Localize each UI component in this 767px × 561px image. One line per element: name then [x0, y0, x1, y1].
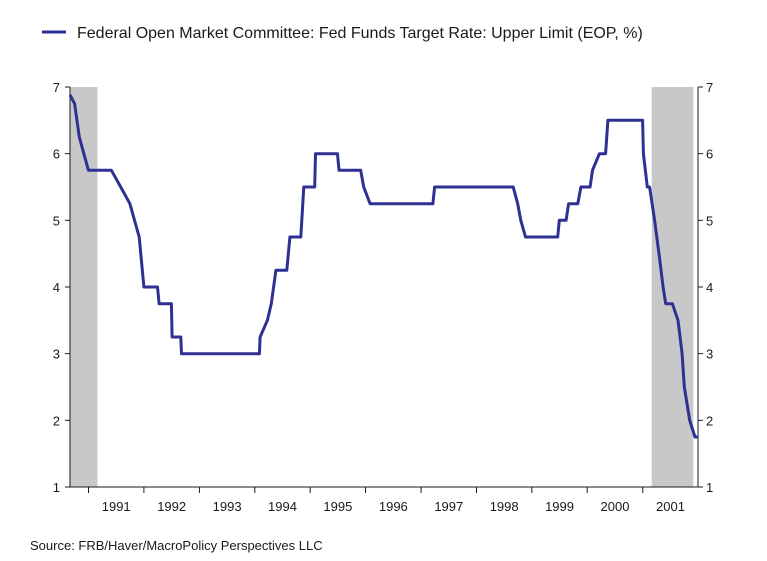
legend: Federal Open Market Committee: Fed Funds… — [42, 25, 643, 42]
x-tick-label: 1996 — [379, 499, 408, 514]
x-tick-label: 1993 — [213, 499, 242, 514]
x-axis: 1991 1992 1993 1994 1995 1996 1997 1998 1999 2000… — [70, 486, 698, 514]
x-tick-label: 1995 — [323, 499, 352, 514]
left-y-tick-label: 1 — [53, 480, 60, 495]
recession-band — [651, 87, 694, 487]
recession-band — [70, 87, 98, 487]
left-y-tick-label: 5 — [53, 213, 60, 228]
x-tick-label: 1992 — [157, 499, 186, 514]
x-tick-label: 2000 — [601, 499, 630, 514]
left-y-tick-label: 4 — [53, 280, 60, 295]
right-y-tick-label: 6 — [706, 147, 713, 162]
right-y-tick-label: 2 — [706, 413, 713, 428]
x-tick-label: 1991 — [102, 499, 131, 514]
right-y-tick-label: 4 — [706, 280, 713, 295]
recession-bands — [70, 87, 694, 487]
series-line — [68, 94, 698, 439]
right-y-tick-label: 1 — [706, 480, 713, 495]
left-y-tick-label: 2 — [53, 413, 60, 428]
right-y-tick-label: 3 — [706, 347, 713, 362]
legend-label: Federal Open Market Committee: Fed Funds… — [77, 25, 643, 42]
x-tick-label: 1999 — [545, 499, 574, 514]
x-tick-label: 2001 — [656, 499, 685, 514]
x-tick-label: 1994 — [268, 499, 297, 514]
left-y-tick-label: 6 — [53, 147, 60, 162]
source-note: Source: FRB/Haver/MacroPolicy Perspectiv… — [30, 538, 323, 553]
left-y-tick-label: 3 — [53, 347, 60, 362]
left-axis: 1 2 3 4 5 6 7 — [53, 80, 71, 495]
x-tick-label: 1997 — [434, 499, 463, 514]
right-y-tick-label: 5 — [706, 213, 713, 228]
right-axis: 1 2 3 4 5 6 7 — [697, 80, 713, 495]
x-tick-label: 1998 — [490, 499, 519, 514]
left-y-tick-label: 7 — [53, 80, 60, 95]
right-y-tick-label: 7 — [706, 80, 713, 95]
series-layer — [68, 94, 698, 439]
